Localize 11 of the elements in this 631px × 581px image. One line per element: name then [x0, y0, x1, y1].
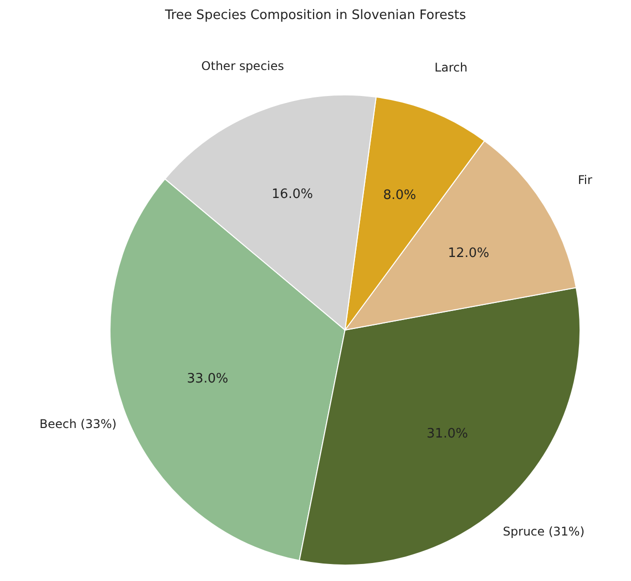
- slice-label: Spruce (31%): [502, 524, 585, 539]
- slice-label: Other species: [201, 59, 284, 74]
- slice-label: Beech (33%): [40, 417, 117, 431]
- slice-label: Larch: [434, 60, 468, 75]
- data-label: 33.0%: [186, 371, 228, 386]
- data-label: 8.0%: [383, 188, 416, 203]
- data-label: 12.0%: [448, 246, 490, 261]
- chart-title: Tree Species Composition in Slovenian Forests: [164, 8, 466, 23]
- data-label: 16.0%: [272, 187, 313, 202]
- data-label: 31.0%: [426, 426, 468, 442]
- slice-label: Fir: [578, 173, 592, 188]
